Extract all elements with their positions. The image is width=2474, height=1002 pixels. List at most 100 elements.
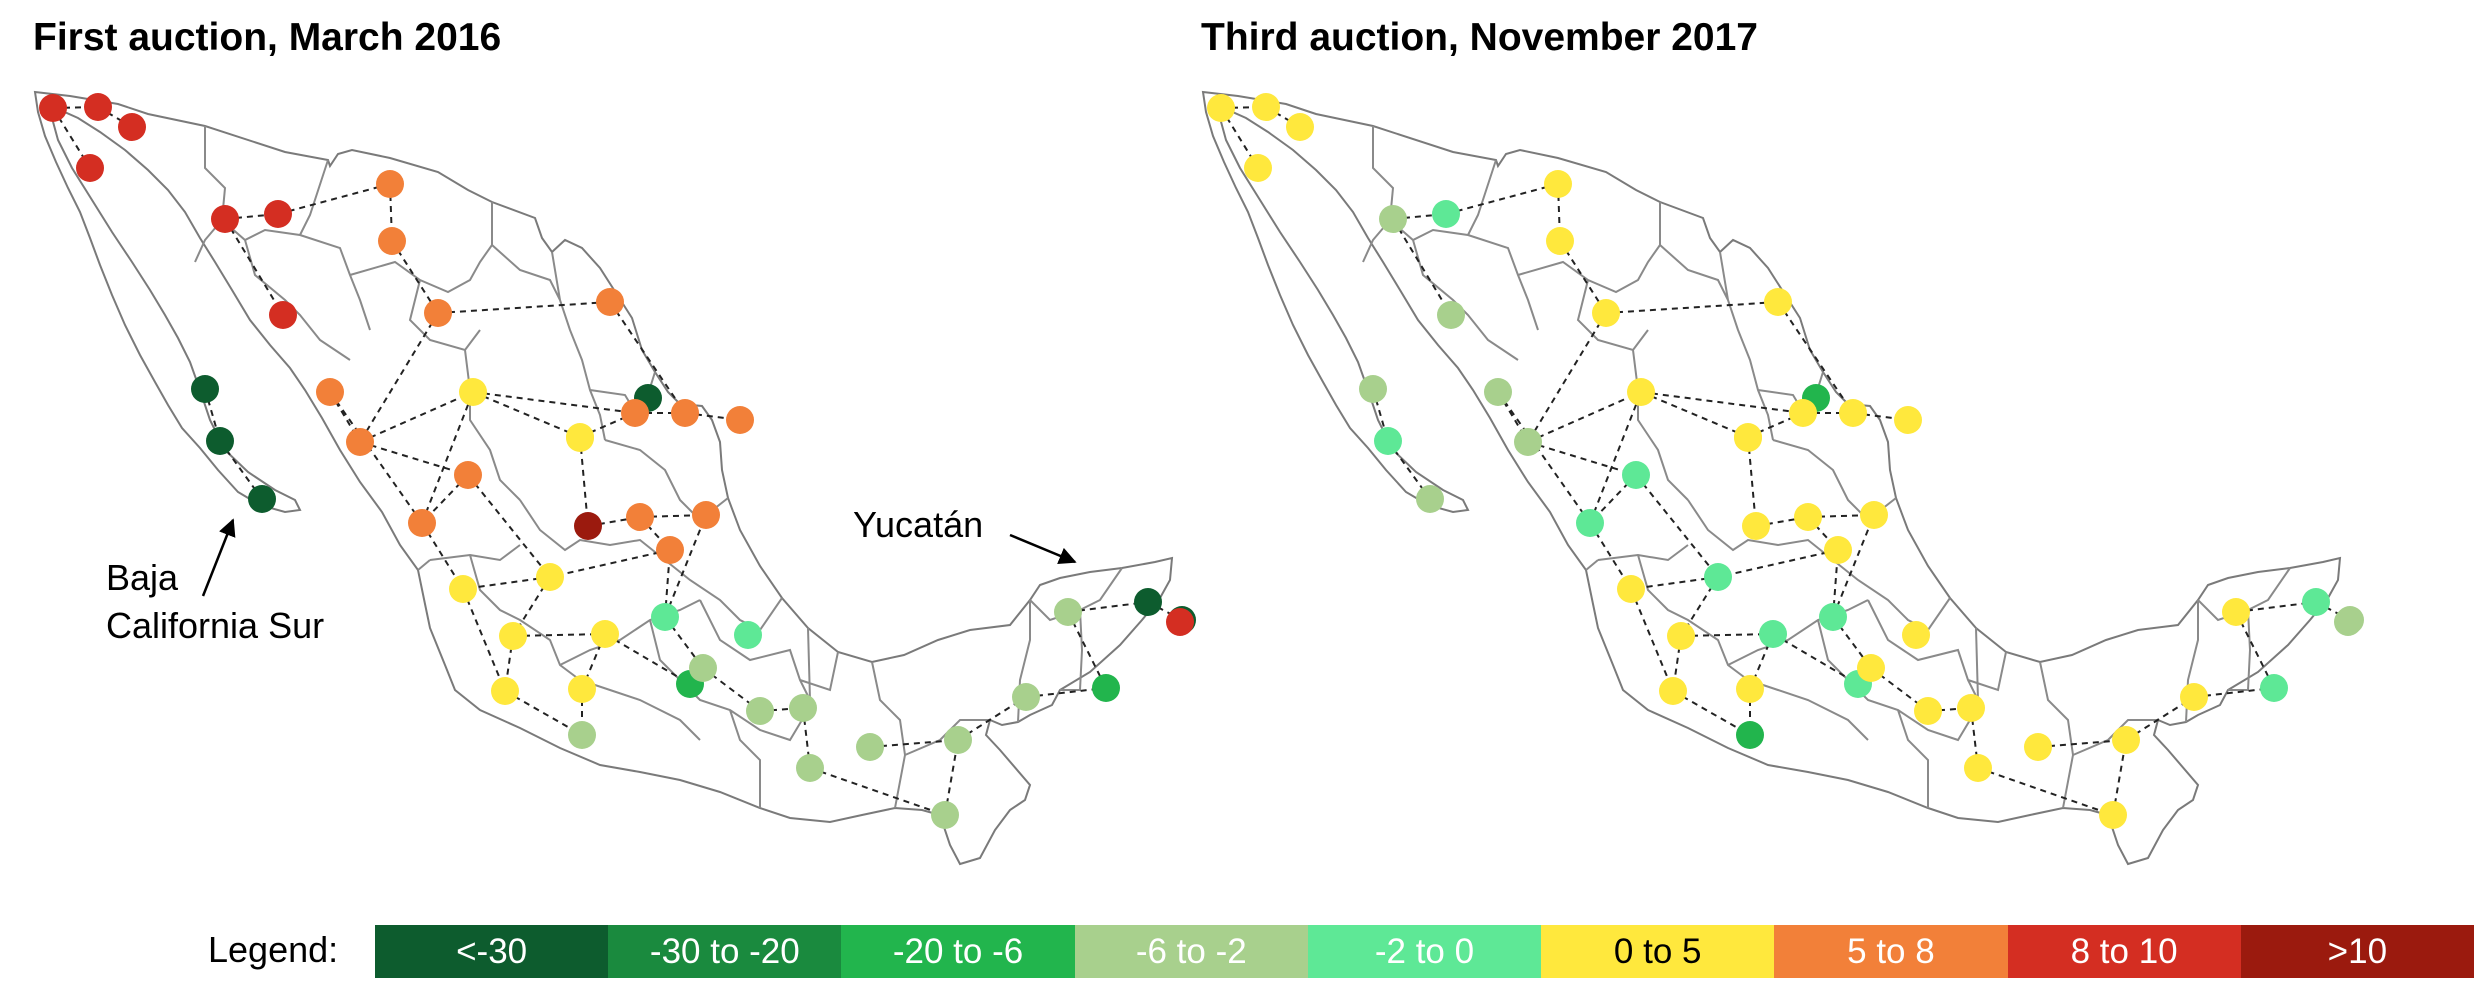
transmission-line xyxy=(224,218,284,316)
price-node xyxy=(1012,683,1040,711)
transmission-line xyxy=(1527,312,1607,443)
transmission-line xyxy=(869,739,959,748)
price-node xyxy=(1860,501,1888,529)
price-node xyxy=(1659,677,1687,705)
price-node xyxy=(1824,536,1852,564)
price-nodes-right xyxy=(1207,93,2364,829)
price-node xyxy=(206,427,234,455)
transmission-line xyxy=(1392,218,1452,316)
transmission-line xyxy=(1630,576,1719,590)
transmission-line xyxy=(1672,690,1751,736)
price-node xyxy=(1437,301,1465,329)
price-node xyxy=(1819,603,1847,631)
price-node xyxy=(211,205,239,233)
transmission-line xyxy=(437,301,611,314)
legend-bin: <-30 xyxy=(375,925,609,978)
price-node xyxy=(1914,697,1942,725)
price-node xyxy=(789,694,817,722)
price-node xyxy=(459,378,487,406)
price-node xyxy=(1764,288,1792,316)
annotation-baja-california-sur: Baja California Sur xyxy=(106,554,324,650)
price-node xyxy=(1789,399,1817,427)
price-node xyxy=(1546,227,1574,255)
price-node xyxy=(856,733,884,761)
legend-bin: -6 to -2 xyxy=(1074,925,1308,978)
transmission-line xyxy=(549,549,671,578)
price-node xyxy=(621,399,649,427)
legend-bin: 5 to 8 xyxy=(1774,925,2008,978)
price-node xyxy=(726,406,754,434)
price-node xyxy=(1902,621,1930,649)
baja-arrow xyxy=(201,518,236,597)
transmission-line xyxy=(1527,391,1642,443)
price-node xyxy=(689,654,717,682)
transmission-line xyxy=(277,183,391,215)
price-node xyxy=(378,227,406,255)
transmission-line xyxy=(329,391,423,524)
mexico-map-outline-left xyxy=(34,91,1173,865)
price-node xyxy=(591,620,619,648)
price-node xyxy=(264,200,292,228)
price-node xyxy=(656,536,684,564)
price-node xyxy=(1244,154,1272,182)
price-node xyxy=(1592,299,1620,327)
price-node xyxy=(746,697,774,725)
price-node xyxy=(376,170,404,198)
price-node xyxy=(1627,378,1655,406)
price-node xyxy=(1857,654,1885,682)
transmission-line xyxy=(809,767,946,816)
price-node xyxy=(1839,399,1867,427)
transmission-line xyxy=(1445,183,1559,215)
price-node xyxy=(2334,608,2362,636)
price-node xyxy=(2024,733,2052,761)
transmission-line xyxy=(359,391,474,443)
price-node xyxy=(408,509,436,537)
price-node xyxy=(39,94,67,122)
price-node xyxy=(2099,801,2127,829)
price-node xyxy=(796,754,824,782)
price-node xyxy=(1957,694,1985,722)
price-node xyxy=(596,288,624,316)
transmission-line xyxy=(359,312,439,443)
transmission-line xyxy=(1772,633,1859,685)
transmission-line xyxy=(587,516,641,527)
transmission-line xyxy=(1559,240,1607,314)
transmission-line xyxy=(2235,611,2275,689)
price-node xyxy=(269,301,297,329)
price-node xyxy=(2180,683,2208,711)
price-node xyxy=(454,461,482,489)
price-node xyxy=(1416,485,1444,513)
price-node xyxy=(1894,406,1922,434)
price-node xyxy=(491,677,519,705)
price-node xyxy=(1617,575,1645,603)
transmission-line xyxy=(1717,549,1839,578)
price-node xyxy=(1166,608,1194,636)
price-node xyxy=(118,113,146,141)
yucatan-arrow xyxy=(1009,533,1077,565)
price-node xyxy=(346,428,374,456)
price-node xyxy=(944,726,972,754)
price-node xyxy=(536,563,564,591)
auction-maps xyxy=(34,91,2364,865)
transmission-line xyxy=(421,391,474,524)
price-node xyxy=(1734,423,1762,451)
price-node xyxy=(1667,622,1695,650)
transmission-line xyxy=(472,391,581,438)
price-node xyxy=(2260,674,2288,702)
price-node xyxy=(499,622,527,650)
transmission-line xyxy=(1527,441,1637,476)
transmission-line xyxy=(1497,391,1591,524)
price-node xyxy=(568,675,596,703)
panel-title-third-auction: Third auction, November 2017 xyxy=(1201,16,1758,59)
legend-bin: -20 to -6 xyxy=(841,925,1075,978)
price-node xyxy=(626,503,654,531)
legend-bin: >10 xyxy=(2240,925,2474,978)
price-node xyxy=(1432,200,1460,228)
price-node xyxy=(2302,588,2330,616)
transmission-line xyxy=(1640,391,1749,438)
price-node xyxy=(1252,93,1280,121)
legend-bin: 8 to 10 xyxy=(2007,925,2241,978)
transmission-line xyxy=(512,633,606,637)
legend-bin: 0 to 5 xyxy=(1541,925,1775,978)
